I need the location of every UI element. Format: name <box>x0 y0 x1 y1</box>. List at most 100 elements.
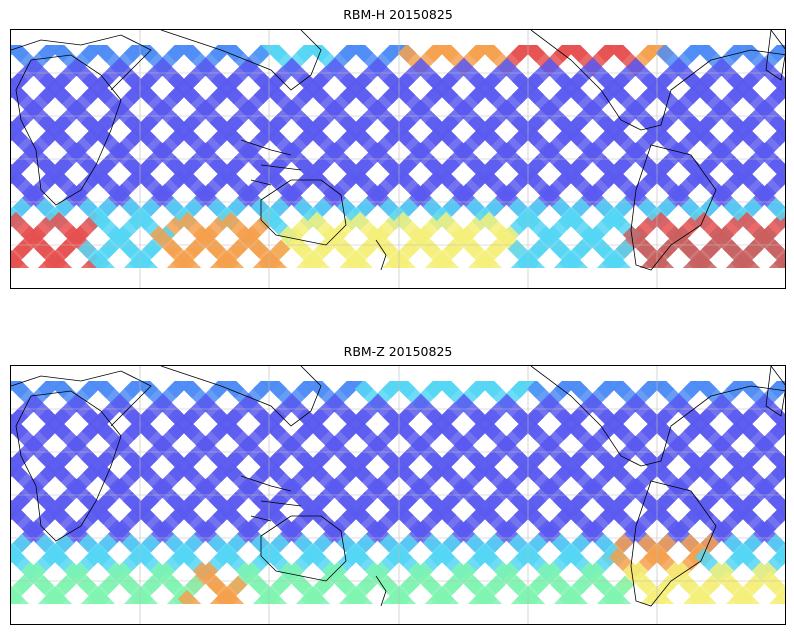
swath-segment <box>501 603 503 604</box>
swath-segment <box>306 253 331 268</box>
swath-segment <box>209 603 211 604</box>
swath-segment <box>702 45 710 49</box>
swath-segment <box>252 267 254 268</box>
swath-segment <box>80 267 82 268</box>
swath-segment <box>131 381 139 385</box>
swath-segment <box>220 253 245 268</box>
swath-segment <box>690 45 698 49</box>
swath-segment <box>767 155 785 183</box>
swath-segment <box>607 589 632 604</box>
swath-segment <box>415 603 417 604</box>
swath-segment <box>736 253 761 268</box>
swath-segment <box>209 267 211 268</box>
coastline <box>15 390 122 542</box>
swath-segment <box>401 381 409 385</box>
swath-segment <box>229 45 237 49</box>
swath-segment <box>71 603 73 604</box>
swath-segment <box>596 589 621 604</box>
coastline <box>260 515 347 582</box>
coastline <box>375 575 387 607</box>
swath-segment <box>435 253 460 268</box>
swath-segment <box>776 381 784 385</box>
swath-segment <box>733 381 741 385</box>
swath-segment <box>263 253 288 268</box>
swath-segment <box>401 45 409 49</box>
coastlines <box>11 30 785 271</box>
coastline <box>375 239 387 271</box>
swath-segment <box>604 45 612 49</box>
swath-segment <box>467 253 492 268</box>
swath-segment <box>295 589 320 604</box>
coastline <box>240 139 302 186</box>
swath-segment <box>650 253 675 268</box>
swath-segment <box>690 381 698 385</box>
swath-segment <box>272 381 280 385</box>
swath-segment <box>123 589 148 604</box>
swath-segment <box>80 589 105 604</box>
swath-segment <box>765 575 785 604</box>
swath-segment <box>186 45 194 49</box>
swath-segment <box>200 603 202 604</box>
coastline <box>240 475 302 522</box>
swath-segment <box>467 603 469 604</box>
swath-segment <box>510 267 512 268</box>
swath-segment <box>28 603 30 604</box>
swath-segment <box>561 45 569 49</box>
swath-segment <box>639 253 664 268</box>
swath-segment <box>14 45 22 49</box>
swath-segment <box>587 267 589 268</box>
swath-segment <box>123 267 125 268</box>
coastline <box>160 30 322 91</box>
swath-segment <box>693 589 718 604</box>
swath-segment <box>57 45 65 49</box>
swath-segment <box>487 381 495 385</box>
swath-segment <box>134 253 159 268</box>
swath-segment <box>544 603 546 604</box>
swath-segment <box>346 45 354 49</box>
swath-segment <box>647 381 655 385</box>
swath-segment <box>71 267 73 268</box>
swath-segment <box>553 267 555 268</box>
swath-segment <box>607 253 632 268</box>
swath-segment <box>260 45 268 49</box>
swath-segment <box>381 603 383 604</box>
swath-segment <box>725 253 750 268</box>
swath-segment <box>177 253 202 268</box>
map-panel-rbm-z <box>10 365 786 625</box>
swath-segment <box>564 589 589 604</box>
swath-segment <box>389 381 397 385</box>
swath-segment <box>338 267 340 268</box>
swath-segment <box>114 603 116 604</box>
swath-segment <box>177 589 202 604</box>
swath-segment <box>358 45 366 49</box>
swath-segment <box>766 197 785 226</box>
swath-segment <box>596 267 598 268</box>
swath-segment <box>518 381 526 385</box>
swath-segment <box>389 45 397 49</box>
swath-segment <box>424 267 426 268</box>
swath-segment <box>157 603 159 604</box>
swath-segment <box>630 267 632 268</box>
coastlines <box>11 366 785 607</box>
swath-segment <box>243 603 245 604</box>
swath-segment <box>295 603 297 604</box>
coastline <box>630 144 717 271</box>
swath-segment <box>286 603 288 604</box>
swath-segment <box>358 381 366 385</box>
swath-segment <box>736 589 761 604</box>
swath-segment <box>392 589 417 604</box>
swath-segment <box>48 253 73 268</box>
swath-segment <box>209 589 234 604</box>
swath-segment <box>217 381 225 385</box>
swath-segment <box>467 589 492 604</box>
swath-segment <box>186 381 194 385</box>
swath-segment <box>604 381 612 385</box>
satellite-swaths <box>11 45 785 268</box>
swath-segment <box>630 603 632 604</box>
swath-segment <box>458 603 460 604</box>
swath-segment <box>478 253 503 268</box>
swath-segment <box>143 381 151 385</box>
swath-segment <box>596 253 621 268</box>
swath-segment <box>587 603 589 604</box>
swath-segment <box>510 589 535 604</box>
